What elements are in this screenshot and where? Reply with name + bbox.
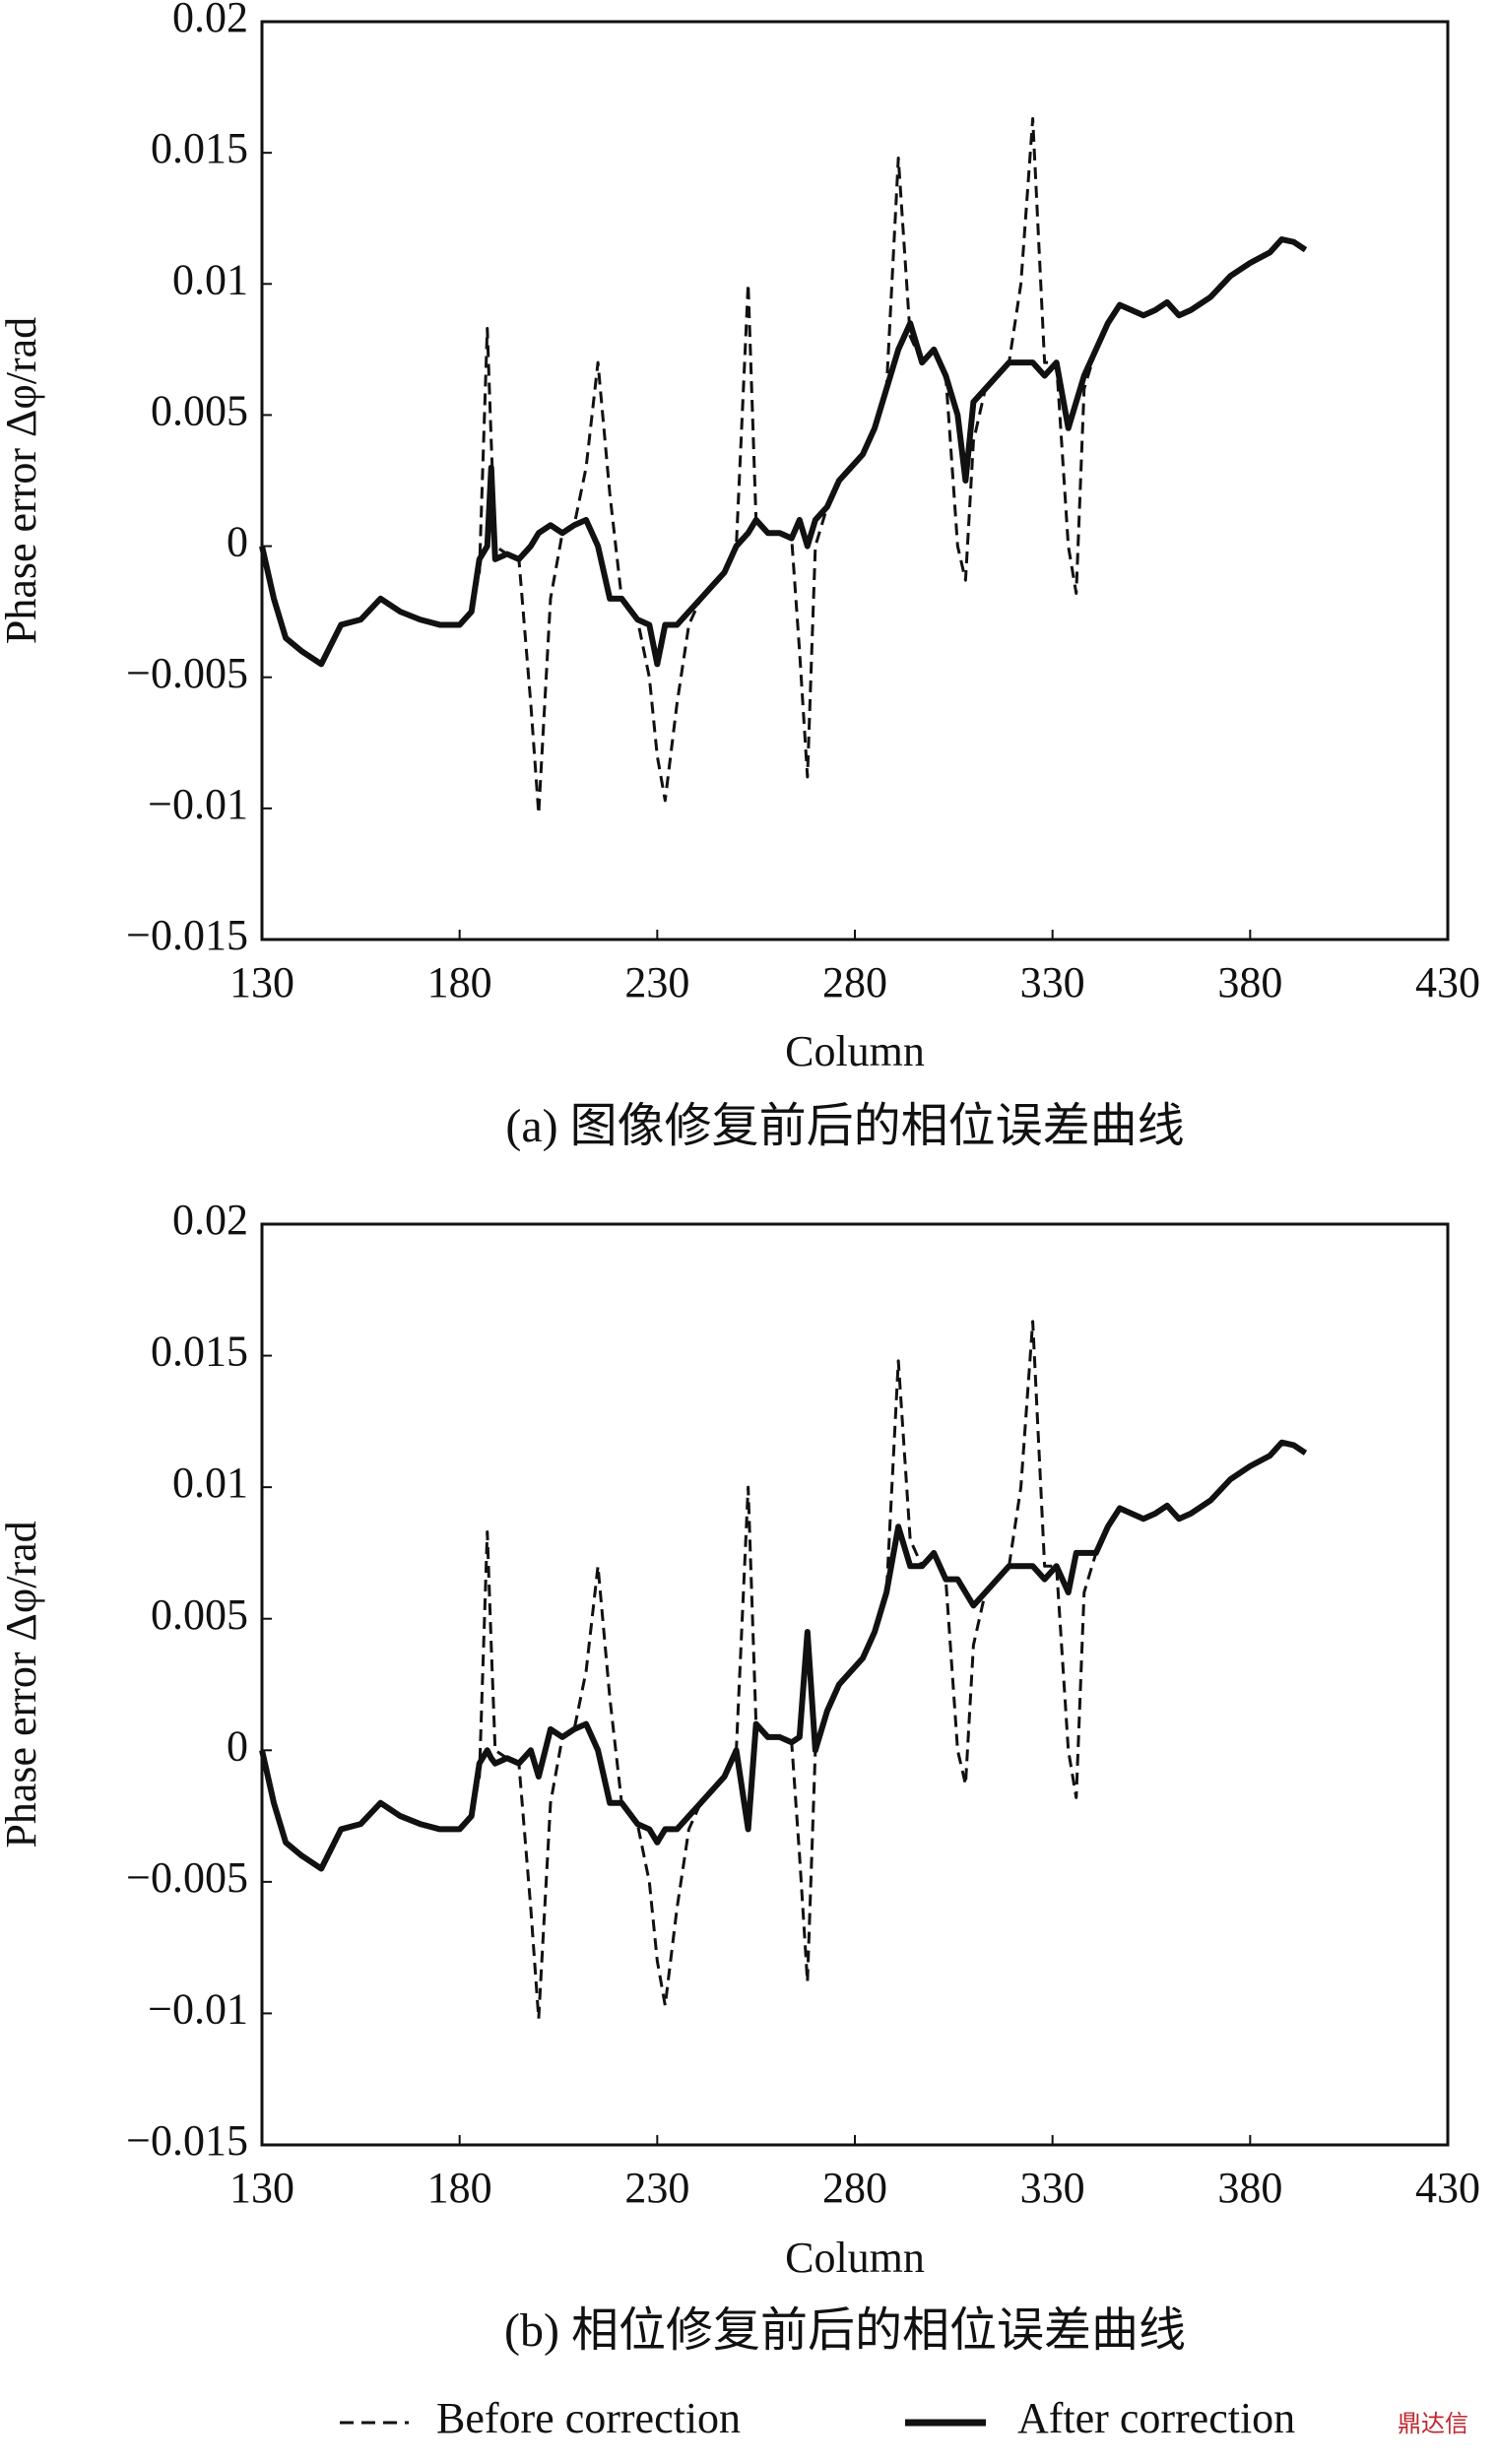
plot-frame: [260, 1222, 1450, 2147]
y-tick-label: 0: [227, 1721, 248, 1770]
y-tick-label: 0: [227, 518, 248, 566]
caption: (a) 图像修复前后的相位误差曲线: [505, 1100, 1184, 1152]
data-line: [260, 117, 1307, 815]
legend-label: Before correction: [436, 2394, 741, 2442]
y-axis-label: Phase error Δφ/rad: [0, 1521, 45, 1848]
x-axis-label: Column: [785, 1027, 925, 1075]
y-tick-label: −0.01: [148, 780, 248, 828]
y-tick-label: 0.015: [151, 124, 248, 172]
x-tick-label: 430: [1415, 958, 1480, 1006]
x-tick-label: 380: [1217, 2164, 1282, 2212]
x-tick-label: 230: [624, 958, 689, 1006]
y-tick-label: 0.005: [151, 387, 248, 435]
data-line: [260, 1320, 1307, 2021]
x-tick-label: 430: [1415, 2164, 1480, 2212]
y-tick-label: 0.02: [172, 0, 248, 41]
y-tick-label: −0.01: [148, 1985, 248, 2034]
x-tick-label: 330: [1020, 958, 1085, 1006]
x-tick-label: 330: [1020, 2164, 1085, 2212]
y-tick-label: −0.015: [126, 2116, 248, 2165]
y-tick-label: 0.01: [172, 255, 248, 303]
x-tick-label: 130: [229, 958, 294, 1006]
y-tick-label: 0.02: [172, 1196, 248, 1244]
watermark: 鼎达信: [1398, 2410, 1468, 2437]
data-line: [259, 1439, 1308, 1872]
y-tick-label: −0.005: [126, 649, 248, 697]
caption: (b) 相位修复前后的相位误差曲线: [504, 2304, 1186, 2357]
x-tick-label: 380: [1217, 958, 1282, 1006]
x-tick-label: 230: [624, 2164, 689, 2212]
x-tick-label: 280: [822, 2164, 887, 2212]
y-axis-label: Phase error Δφ/rad: [0, 317, 45, 644]
legend-label: After correction: [1017, 2394, 1295, 2442]
x-tick-label: 280: [822, 958, 887, 1006]
data-line: [259, 236, 1308, 668]
y-tick-label: 0.005: [151, 1590, 248, 1639]
y-tick-label: −0.015: [126, 911, 248, 959]
x-tick-label: 180: [427, 958, 492, 1006]
plot-frame: [260, 20, 1450, 941]
x-axis-label: Column: [785, 2234, 925, 2282]
y-tick-label: 0.015: [151, 1328, 248, 1376]
y-tick-label: −0.005: [126, 1853, 248, 1902]
x-tick-label: 180: [427, 2164, 492, 2212]
x-tick-label: 130: [229, 2164, 294, 2212]
y-tick-label: 0.01: [172, 1459, 248, 1507]
